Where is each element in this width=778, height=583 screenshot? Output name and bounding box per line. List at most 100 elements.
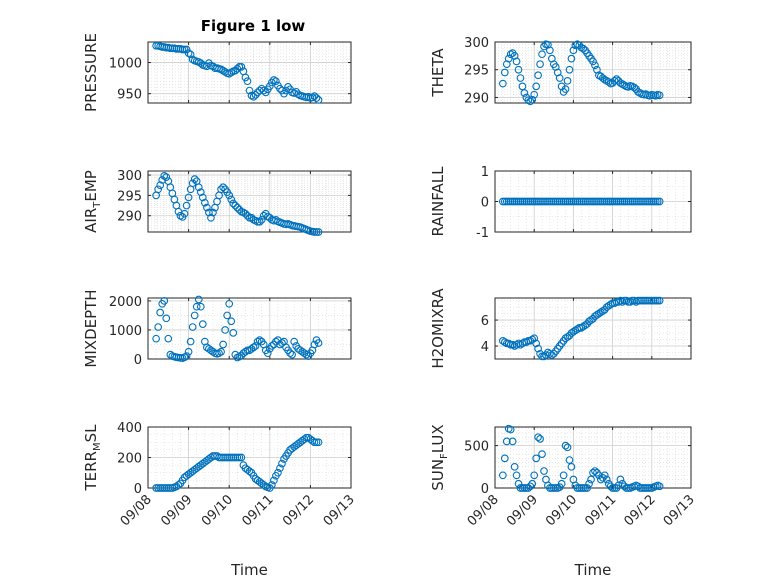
data-point [506,425,515,434]
data-point [510,462,519,471]
data-point [255,217,264,226]
data-point [532,454,541,463]
data-point [219,340,227,349]
data-point [162,173,171,181]
data-point [225,191,234,200]
data-point [190,175,199,183]
data-point [534,71,542,80]
data-point [302,433,311,442]
data-point [314,228,323,236]
subplot-theta: 290 295 300 THETA [429,36,692,106]
data-point [235,63,244,71]
data-point [184,193,193,202]
data-point [233,453,242,462]
data-point [274,468,282,477]
data-point [174,481,183,489]
data-point [215,349,223,358]
x-tick-label: 09/11 [582,492,619,529]
data-point [312,438,321,447]
data-point [602,475,611,484]
subplot-rainfall: -1 0 1 RAINFALL [429,165,692,241]
data-point [314,438,323,447]
figure-title: Figure 1 low [201,17,306,35]
data-point [251,91,260,99]
data-point [217,347,225,356]
data-point [540,467,548,475]
axes-box [147,297,352,360]
data-point [207,213,215,222]
plot-area [495,298,691,359]
data-point [532,82,541,91]
data-point [616,296,625,305]
data-point [255,336,264,344]
x-tick-label: 09/11 [240,492,277,529]
data-point [534,344,542,353]
data-point [630,296,639,305]
y-tick-label: 1000 [109,57,142,72]
data-point [194,183,203,192]
data-point [263,349,272,358]
data-point [272,77,280,86]
data-point [270,476,278,485]
data-point [182,352,191,360]
data-point [200,198,209,207]
y-tick-label: 1 [481,165,489,180]
data-point [243,77,252,86]
data-point [538,450,546,458]
data-point [569,46,578,55]
subplot-h2omixra: 4 6 H2OMIXRA [429,288,692,369]
data-point [579,322,588,331]
data-point [221,326,229,334]
subplot-terr-msl: 0 200 400 TERRMSL 09/08 09/09 09/10 09/11 09/12 0… [82,421,358,579]
data-point [514,65,523,74]
data-point [257,215,266,224]
data-point [259,86,268,95]
data-point [186,337,195,346]
data-point [241,209,250,218]
data-point [498,79,507,88]
y-tick-label: 400 [117,421,142,436]
data-point [243,346,252,355]
data-point [245,86,254,95]
data-point [595,309,603,318]
data-point [229,329,238,337]
data-point [245,213,254,222]
y-tick-label: 295 [117,189,142,204]
data-point [526,97,535,106]
data-point [278,459,286,468]
data-point [270,76,278,84]
subplot-air-temp: 290 295 300 AIRTEMP [82,169,352,236]
y-tick-label: 500 [464,440,489,455]
subplot-pressure: 950 1000 PRESSURE [82,33,352,112]
data-point [196,188,205,196]
data-point [567,462,576,471]
y-tick-label: 950 [117,88,142,103]
plot-area [495,42,691,103]
data-point [516,74,525,82]
data-point [581,321,590,330]
data-point [626,298,635,306]
data-point [508,437,517,446]
x-tick-label: 09/13 [661,492,698,529]
data-point [596,308,605,317]
data-point [655,296,664,305]
x-tick-label: 09/09 [158,492,195,529]
data-point [585,479,593,488]
x-axis-label: Time [574,561,612,579]
y-axis-label: THETA [429,48,447,98]
data-point [655,197,664,206]
data-point [530,334,539,343]
series-mixdepth [152,295,323,362]
data-point [600,471,609,480]
data-point [276,464,284,473]
data-point [528,479,537,488]
axes-box [147,170,352,233]
data-point [528,95,537,104]
data-point [237,453,246,462]
data-point [530,90,539,99]
data-point [203,203,211,212]
data-point [186,50,195,59]
data-point [188,179,197,188]
data-point [267,342,276,350]
y-tick-label: 1000 [109,324,142,339]
